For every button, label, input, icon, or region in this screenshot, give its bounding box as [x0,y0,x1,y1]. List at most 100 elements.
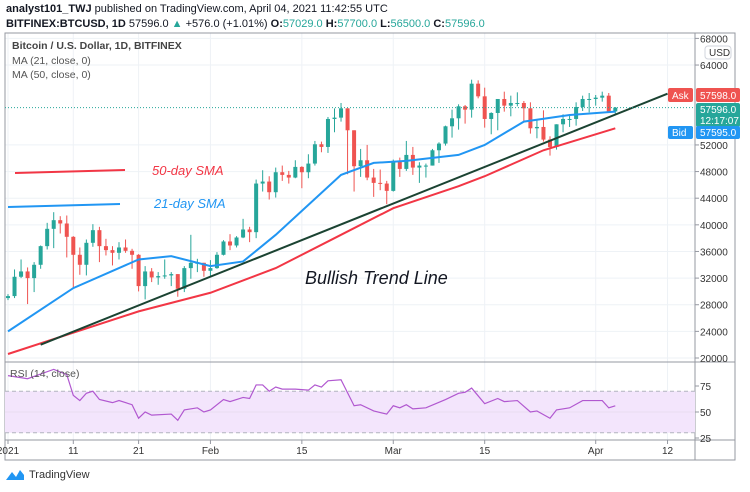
ask-price: 57598.0 [700,91,737,102]
candle-body [293,166,298,178]
ma50-legend[interactable]: MA (50, close, 0) [12,69,91,81]
candle-body [384,183,389,191]
candle-body [38,246,43,265]
candle-body [436,143,441,151]
candle-body [25,271,30,279]
candle-body [273,172,278,193]
candle-body [182,268,187,289]
date-tick-label: 2021 [0,446,20,457]
last-price-value: 57596.0 [700,105,737,116]
candle-body [6,296,10,299]
candle-body [593,97,598,99]
candle-body [423,165,428,167]
candle-body [306,163,311,173]
candle-body [489,112,494,119]
rsi-tick-label: 75 [700,382,712,393]
candle-body [90,230,95,243]
date-tick-label: 21 [133,446,145,457]
bid-label: Bid [672,128,686,139]
candle-body [45,228,50,247]
price-tick-label: 68000 [700,34,728,45]
price-tick-label: 24000 [700,327,728,338]
candle-body [299,166,304,173]
candle-body [71,236,76,255]
high-label: H: [325,18,338,30]
candle-body [280,172,285,175]
candle-body [332,117,337,119]
candle-body [469,83,474,110]
candle-body [541,126,546,140]
candle-body [77,254,82,265]
tradingview-logo[interactable]: TradingView [4,468,90,482]
candle-body [143,271,148,287]
candle-body [117,247,122,253]
date-tick-label: 15 [479,446,491,457]
ask-price-badge [696,88,740,102]
candle-body [123,247,128,251]
candle-body [19,271,24,277]
trend-line-annotation: Bullish Trend Line [305,268,448,288]
rsi-tick-label: 25 [700,434,712,445]
currency-label: USD [709,48,730,59]
date-tick-label: 11 [68,446,79,457]
high-value: 57700.0 [337,18,378,30]
candle-body [149,271,154,278]
candle-body [574,106,579,119]
candle-body [201,262,206,271]
candle-body [286,174,291,178]
candle-body [241,229,246,238]
candle-body [587,98,592,100]
sma50-annotation: 50-day SMA [152,163,224,178]
candle-body [378,182,383,184]
close-value: 57596.0 [444,18,485,30]
ma21-line [7,110,616,333]
price-tick-label: 44000 [700,194,728,205]
date-tick-label: 12 [662,446,674,457]
candle-body [397,160,402,169]
date-tick-label: Apr [588,446,604,457]
candle-body [567,118,572,120]
candle-body [234,237,239,246]
candle-body [97,230,102,247]
ma21-legend[interactable]: MA (21, close, 0) [12,55,91,67]
candle-body [214,254,219,269]
candle-body [58,220,63,224]
rsi-tick-label: 50 [700,408,712,419]
candle-body [260,181,265,184]
bid-price: 57595.0 [700,128,737,139]
candle-body [312,144,317,164]
candle-body [606,95,611,112]
candle-body [319,144,324,147]
candle-body [84,242,89,265]
candle-body [508,102,513,106]
rsi-legend[interactable]: RSI (14, close) [10,368,80,380]
sma21-annotation-line [7,203,121,208]
candle-body [247,229,252,233]
ma50-line [7,127,616,355]
candle-body [358,160,363,167]
candle-body [528,108,533,129]
candle-body [450,118,455,127]
ask-label: Ask [672,91,690,102]
candle-body [463,106,468,110]
triangle-up-icon: ▲ [171,18,183,30]
brand-name: TradingView [29,469,90,481]
candle-body [325,118,330,147]
date-tick-label: Mar [385,446,403,457]
candle-body [254,183,259,233]
trend-line [40,92,668,346]
bid-badge [668,126,693,139]
chart-title: Bitcoin / U.S. Dollar, 1D, BITFINEX [12,40,182,52]
candle-body [600,95,605,98]
candle-body [554,124,559,147]
candle-body [136,254,141,287]
candle-body [188,262,193,269]
candle-body [580,98,585,107]
candle-body [169,274,174,276]
candle-body [175,274,180,289]
last-price: 57596.0 [128,18,169,30]
candle-body [339,108,344,118]
candle-body [502,98,507,106]
currency-badge [704,45,732,60]
